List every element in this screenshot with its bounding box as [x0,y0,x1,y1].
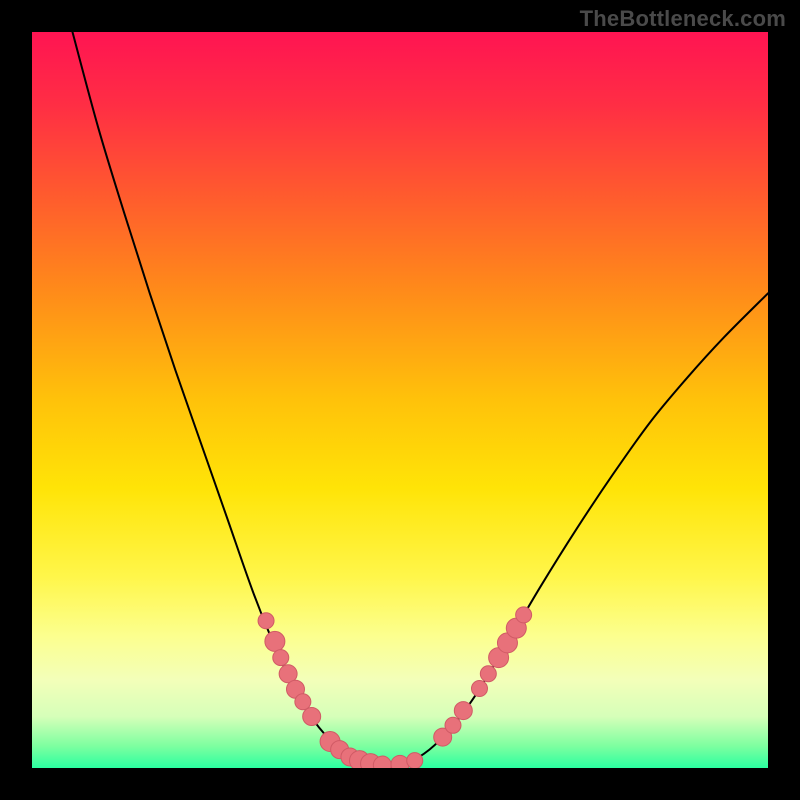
data-marker [471,681,487,697]
watermark-label: TheBottleneck.com [580,6,786,32]
chart-frame: TheBottleneck.com [0,0,800,800]
data-marker [273,650,289,666]
data-marker [454,702,472,720]
data-marker [265,631,285,651]
bottleneck-curve-chart [0,0,800,800]
plot-area [32,32,768,774]
data-marker [480,666,496,682]
data-marker [303,707,321,725]
gradient-background [32,32,768,768]
data-marker [445,717,461,733]
data-marker [295,694,311,710]
data-marker [516,607,532,623]
data-marker [258,613,274,629]
data-marker [407,753,423,769]
